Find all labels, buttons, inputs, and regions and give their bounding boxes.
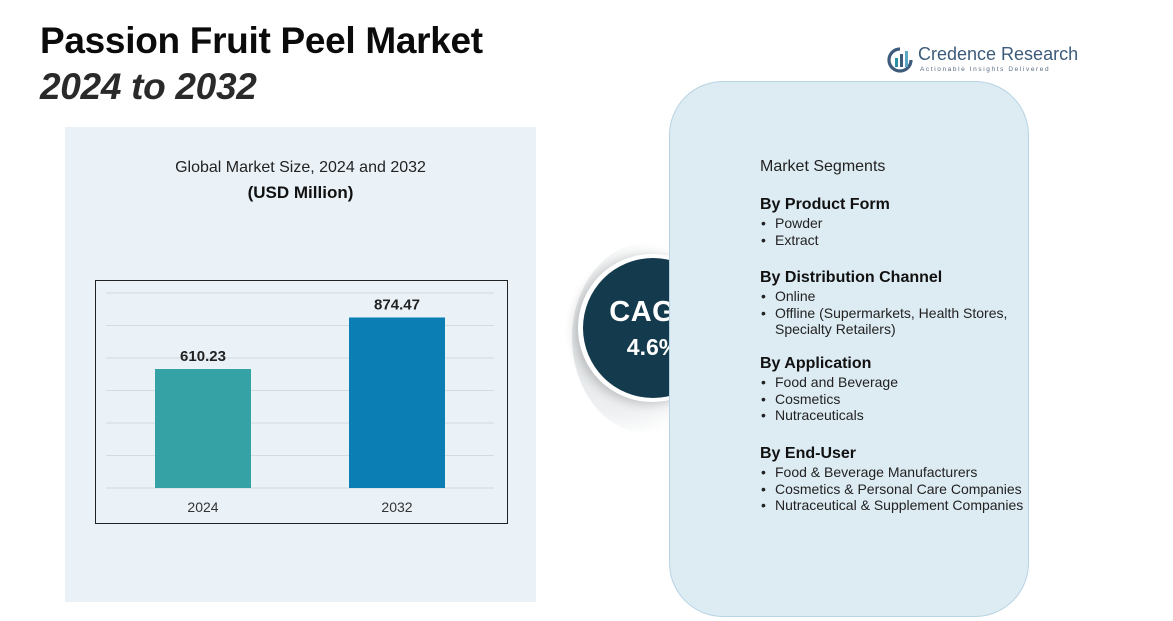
segment-item: Nutraceuticals xyxy=(760,407,1025,424)
segment-list: Food & Beverage Manufacturers Cosmetics … xyxy=(760,464,1025,514)
segment-group-application: By Application Food and Beverage Cosmeti… xyxy=(760,355,1025,424)
segment-group-distribution-channel: By Distribution Channel Online Offline (… xyxy=(760,269,1025,338)
segment-title: By End-User xyxy=(760,445,857,462)
segment-item: Food and Beverage xyxy=(760,374,1025,391)
bar-2032 xyxy=(349,317,445,488)
segment-list: Online Offline (Supermarkets, Health Sto… xyxy=(760,288,1025,338)
bar-2024 xyxy=(155,369,251,488)
page-title: Passion Fruit Peel Market xyxy=(40,20,483,61)
segment-item: Online xyxy=(760,288,1025,305)
segment-list: Food and Beverage Cosmetics Nutraceutica… xyxy=(760,374,1025,424)
segment-item: Offline (Supermarkets, Health Stores, Sp… xyxy=(760,305,1025,338)
segment-list: Powder Extract xyxy=(760,215,1025,248)
segment-item: Cosmetics & Personal Care Companies xyxy=(760,481,1025,498)
data-label: 874.47 xyxy=(374,296,420,313)
chart-panel: Global Market Size, 2024 and 2032 (USD M… xyxy=(65,127,536,602)
chart-title: Global Market Size, 2024 and 2032 xyxy=(175,159,426,176)
segment-title: By Application xyxy=(760,355,872,372)
brand-name: Credence Research xyxy=(918,44,1079,64)
segment-group-end-user: By End-User Food & Beverage Manufacturer… xyxy=(760,445,1025,514)
segment-item: Cosmetics xyxy=(760,391,1025,408)
segment-item: Powder xyxy=(760,215,1025,232)
segments-card: Market Segments By Product Form Powder E… xyxy=(669,81,1029,617)
segment-item: Extract xyxy=(760,232,1025,249)
data-label: 610.23 xyxy=(180,348,226,365)
segment-title: By Product Form xyxy=(760,196,890,213)
page-subtitle: 2024 to 2032 xyxy=(40,66,257,107)
brand-logo: Credence Research Actionable Insights De… xyxy=(886,44,1079,76)
chart-unit-label: (USD Million) xyxy=(247,183,354,202)
credence-logo-icon xyxy=(887,47,913,73)
plot-area: 610.23 2024 874.47 2032 xyxy=(95,280,508,524)
brand-tagline: Actionable Insights Delivered xyxy=(920,66,1051,73)
segment-item: Nutraceutical & Supplement Companies xyxy=(760,497,1025,514)
bar-chart: 610.23 2024 874.47 2032 xyxy=(106,292,494,515)
segment-title: By Distribution Channel xyxy=(760,269,943,286)
segment-item: Food & Beverage Manufacturers xyxy=(760,464,1025,481)
segments-heading: Market Segments xyxy=(760,158,886,175)
x-tick-label: 2032 xyxy=(381,499,412,515)
x-tick-label: 2024 xyxy=(187,499,218,515)
segment-group-product-form: By Product Form Powder Extract xyxy=(760,196,1025,248)
